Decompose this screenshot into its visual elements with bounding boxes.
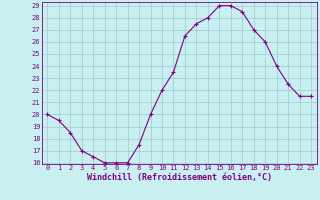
X-axis label: Windchill (Refroidissement éolien,°C): Windchill (Refroidissement éolien,°C) — [87, 173, 272, 182]
